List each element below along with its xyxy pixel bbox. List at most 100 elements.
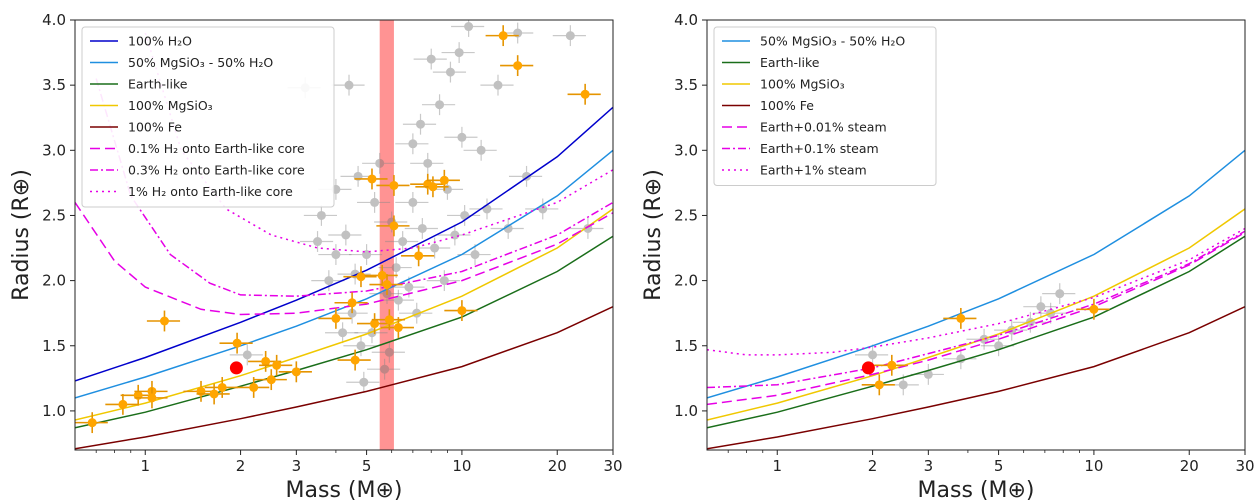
series-line-2 — [707, 208, 1245, 421]
gray-point-marker — [393, 295, 403, 305]
y-tick-label-4: 3.0 — [42, 141, 66, 159]
y-tick-label-3: 2.5 — [674, 206, 698, 224]
gray-point-marker — [356, 341, 366, 351]
x-tick-label-3: 5 — [994, 457, 1004, 475]
orange-point-marker — [367, 174, 377, 184]
orange-point-1 — [105, 393, 139, 415]
orange-point-14 — [278, 361, 312, 383]
gray-point-35 — [432, 61, 467, 83]
orange-point-marker — [331, 313, 341, 323]
orange-point-28 — [410, 173, 444, 195]
orange-point-7 — [196, 383, 230, 405]
orange-point-marker — [356, 272, 366, 282]
gray-point-45 — [490, 218, 524, 239]
orange-point-marker — [382, 280, 392, 290]
y-tick-label-3: 2.5 — [42, 206, 66, 224]
legend-box — [81, 26, 335, 208]
gray-point-10 — [1042, 283, 1076, 305]
gray-point-49 — [552, 25, 586, 47]
orange-point-marker — [266, 375, 276, 385]
orange-point-8 — [204, 377, 238, 398]
series-line-1 — [707, 235, 1245, 429]
gray-point-27 — [402, 113, 437, 135]
gray-point-marker — [923, 369, 933, 379]
gray-point-29 — [410, 152, 444, 174]
legend: 100% H₂O 50% MgSiO₃ - 50% H₂O Earth-like 10… — [81, 26, 335, 208]
orange-point-marker — [580, 89, 590, 99]
y-tick-label-1: 1.5 — [42, 337, 66, 355]
orange-point-marker — [439, 175, 449, 185]
orange-point-31 — [444, 300, 478, 321]
highlight-point — [229, 361, 243, 375]
orange-point-marker — [414, 251, 424, 261]
axes-frame — [706, 19, 1246, 451]
y-tick-label-0: 1.0 — [42, 402, 66, 420]
orange-point-33 — [500, 55, 534, 77]
gray-point-42 — [463, 139, 497, 161]
orange-point-marker — [428, 182, 438, 192]
gray-point-16 — [362, 152, 396, 174]
orange-point-32 — [485, 25, 519, 47]
gray-point-40 — [451, 20, 485, 37]
orange-point-marker — [347, 298, 357, 308]
orange-point-24 — [376, 175, 410, 196]
gray-point-marker — [313, 237, 323, 247]
orange-point-marker — [147, 393, 157, 403]
gray-point-marker — [1055, 289, 1065, 299]
panel-right: 1 2 3 5 10 20 30 1.0 1.5 2.0 2.5 3.0 3.5 4.0 Mass (M⊕)… — [641, 11, 1255, 501]
legend-box — [713, 26, 937, 186]
gray-point-8 — [1023, 296, 1057, 318]
gray-point-15 — [357, 192, 391, 213]
orange-point-34 — [567, 83, 601, 105]
legend: 50% MgSiO₃ - 50% H₂O Earth-like 100% MgSiO… — [713, 26, 937, 186]
gray-point-marker — [898, 380, 908, 390]
orange-point-marker — [249, 382, 259, 392]
gray-point-marker — [338, 328, 348, 338]
gray-point-20 — [378, 257, 412, 278]
gray-point-7 — [325, 322, 359, 344]
y-tick-label-5: 3.5 — [42, 76, 66, 94]
plot-area — [75, 20, 613, 450]
gray-point-24 — [395, 192, 429, 213]
orange-point-3 — [1076, 298, 1110, 320]
x-tick-label-6: 30 — [603, 457, 622, 475]
x-tick-label-5: 20 — [548, 457, 567, 475]
gray-point-37 — [441, 42, 475, 63]
gray-point-22 — [385, 231, 419, 252]
orange-point-marker — [457, 306, 467, 316]
x-tick-label-2: 3 — [924, 457, 934, 475]
gray-point-marker — [344, 80, 354, 90]
y-tick-label-0: 1.0 — [674, 402, 698, 420]
series-line-2 — [75, 235, 613, 429]
series-line-3 — [75, 208, 613, 421]
gray-point-13 — [349, 244, 383, 265]
gray-point-marker — [868, 350, 878, 360]
x-tick-label-4: 10 — [452, 457, 471, 475]
gray-point-marker — [482, 204, 492, 214]
gray-point-marker — [331, 250, 341, 260]
legend-label-3: 100% Fe — [760, 98, 814, 113]
orange-point-9 — [219, 332, 253, 354]
gray-point-38 — [444, 126, 478, 148]
gray-point-0 — [229, 344, 263, 366]
orange-point-1 — [874, 354, 908, 376]
legend-label-0: 50% MgSiO₃ - 50% H₂O — [760, 34, 905, 49]
y-axis-label: Radius (R⊕) — [9, 169, 34, 301]
legend-label-3: 100% MgSiO₃ — [128, 98, 213, 113]
gray-point-marker — [384, 347, 394, 357]
orange-point-marker — [272, 360, 282, 370]
series-line-1 — [75, 149, 613, 399]
gray-point-30 — [413, 48, 447, 70]
gray-point-marker — [538, 204, 548, 214]
x-tick-label-0: 1 — [772, 457, 782, 475]
gray-point-5 — [318, 244, 352, 265]
orange-point-marker — [370, 319, 380, 329]
gray-point-marker — [242, 350, 252, 360]
x-tick-label-1: 2 — [236, 457, 246, 475]
gray-point-marker — [454, 48, 464, 58]
orange-point-marker — [389, 180, 399, 190]
y-tick-label-6: 4.0 — [674, 11, 698, 29]
gray-point-33 — [426, 270, 460, 292]
orange-point-marker — [261, 356, 271, 366]
x-tick-label-5: 20 — [1180, 457, 1199, 475]
